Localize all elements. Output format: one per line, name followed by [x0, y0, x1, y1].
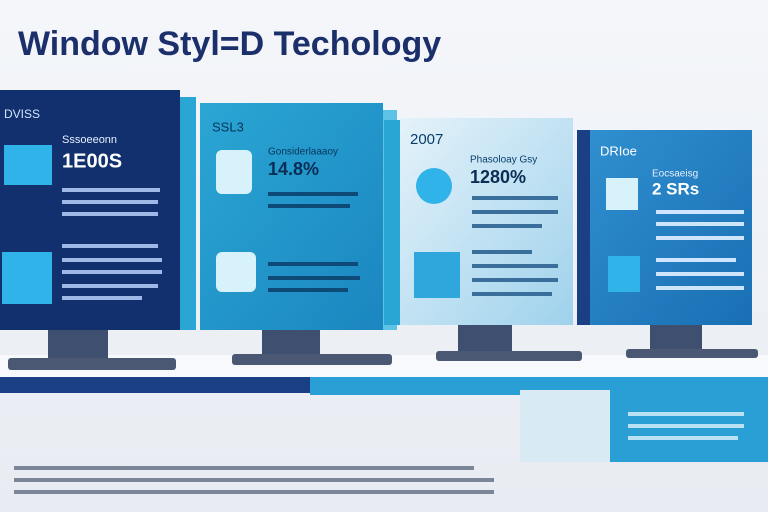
text-line: [62, 188, 160, 192]
filler-text: [14, 188, 744, 494]
monitor-edge: [577, 130, 590, 325]
monitor: [590, 130, 752, 325]
text-line: [472, 224, 542, 228]
icon: [414, 252, 460, 298]
text-line: [62, 212, 158, 216]
text-line: [62, 258, 162, 262]
text-line: [472, 292, 552, 296]
monitor-base: [436, 351, 582, 361]
shelf-edge: [0, 377, 310, 393]
monitor-base: [232, 354, 392, 365]
text-line: [472, 264, 558, 268]
monitor-heading: Phasoloay Gsy: [470, 155, 537, 166]
text-line: [62, 284, 158, 288]
icon: [2, 252, 52, 304]
text-line: [62, 244, 158, 248]
text-line: [268, 276, 360, 280]
text-line: [14, 490, 494, 494]
monitor: [200, 103, 383, 330]
text-line: [472, 250, 532, 254]
text-line: [62, 200, 158, 204]
text-line: [62, 296, 142, 300]
text-line: [656, 272, 744, 276]
monitor-edge: [180, 97, 196, 330]
text-line: [14, 466, 474, 470]
icon: [606, 178, 638, 210]
monitor-label: SSL3: [212, 119, 244, 134]
monitor-base: [8, 358, 176, 370]
text-line: [656, 258, 736, 262]
monitor-stand: [48, 330, 108, 358]
text-line: [656, 210, 744, 214]
text-line: [472, 196, 558, 200]
text-line: [628, 424, 744, 428]
monitor-value: 14.8%: [268, 159, 319, 179]
text-line: [268, 204, 350, 208]
monitor-value: 1E00S: [62, 150, 122, 172]
text-line: [268, 262, 358, 266]
monitor-value: 1280%: [470, 167, 526, 187]
text-line: [628, 436, 738, 440]
monitor-label: 2007: [410, 131, 443, 148]
icon: [216, 252, 256, 292]
monitor-stand: [650, 325, 702, 349]
page-title: Window Styl=D Techology: [18, 25, 441, 63]
icon: [416, 168, 452, 204]
text-line: [656, 286, 744, 290]
monitor-heading: Eocsaeisg: [652, 169, 698, 180]
icon: [608, 256, 640, 292]
monitor-label: DVISS: [4, 107, 40, 121]
text-line: [472, 210, 558, 214]
icon: [216, 150, 252, 194]
monitor-base: [626, 349, 758, 358]
text-line: [62, 270, 162, 274]
text-line: [14, 478, 494, 482]
monitor-heading: Gonsiderlaaaoy: [268, 147, 338, 158]
monitor-label: DRIoe: [600, 143, 637, 158]
text-line: [628, 412, 744, 416]
monitor-stand: [262, 330, 320, 354]
text-line: [268, 288, 348, 292]
text-line: [656, 222, 744, 226]
monitor-heading: Sssoeeonn: [62, 134, 117, 146]
text-line: [472, 278, 558, 282]
monitor-value: 2 SRs: [652, 179, 699, 198]
text-line: [268, 192, 358, 196]
monitor-edge: [384, 120, 400, 325]
icon: [4, 145, 52, 185]
shelf-block: [520, 390, 610, 462]
text-line: [656, 236, 744, 240]
monitor-stand: [458, 325, 512, 351]
